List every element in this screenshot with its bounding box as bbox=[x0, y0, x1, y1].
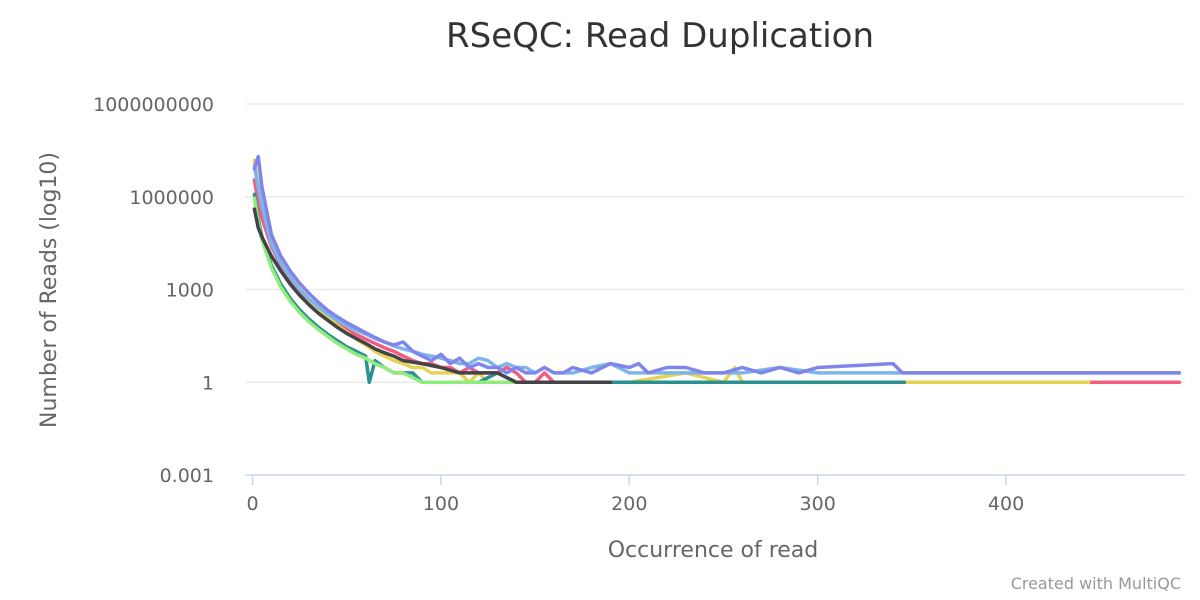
y-axis-label: Number of Reads (log10) bbox=[37, 152, 62, 428]
y-tick-label: 1000 bbox=[166, 280, 214, 302]
series-line-1[interactable] bbox=[252, 178, 1182, 385]
x-tick-label: 200 bbox=[611, 493, 647, 515]
y-tick-label: 1000000000 bbox=[93, 94, 214, 116]
x-axis-label: Occurrence of read bbox=[608, 538, 819, 563]
credit-text[interactable]: Created with MultiQC bbox=[1011, 574, 1181, 593]
x-tick-label: 0 bbox=[246, 493, 258, 515]
y-tick-label: 1 bbox=[202, 372, 214, 394]
y-tick-label: 1000000 bbox=[129, 187, 214, 209]
x-axis-ticks: 0 100 200 300 400 bbox=[246, 475, 1024, 515]
x-tick-label: 400 bbox=[988, 493, 1024, 515]
series-line-7[interactable] bbox=[252, 154, 1182, 375]
y-tick-label: 0.001 bbox=[160, 465, 214, 487]
series-line-5[interactable] bbox=[252, 207, 613, 385]
series-line-3[interactable] bbox=[252, 192, 907, 385]
series-lines bbox=[252, 154, 1182, 385]
chart-title: RSeQC: Read Duplication bbox=[446, 16, 874, 56]
y-axis-ticks: 0.001 1 1000 1000000 1000000000 bbox=[93, 94, 214, 487]
series-line-4[interactable] bbox=[252, 196, 594, 385]
x-tick-label: 300 bbox=[800, 493, 836, 515]
x-tick-label: 100 bbox=[423, 493, 459, 515]
y-gridlines bbox=[245, 103, 1185, 383]
